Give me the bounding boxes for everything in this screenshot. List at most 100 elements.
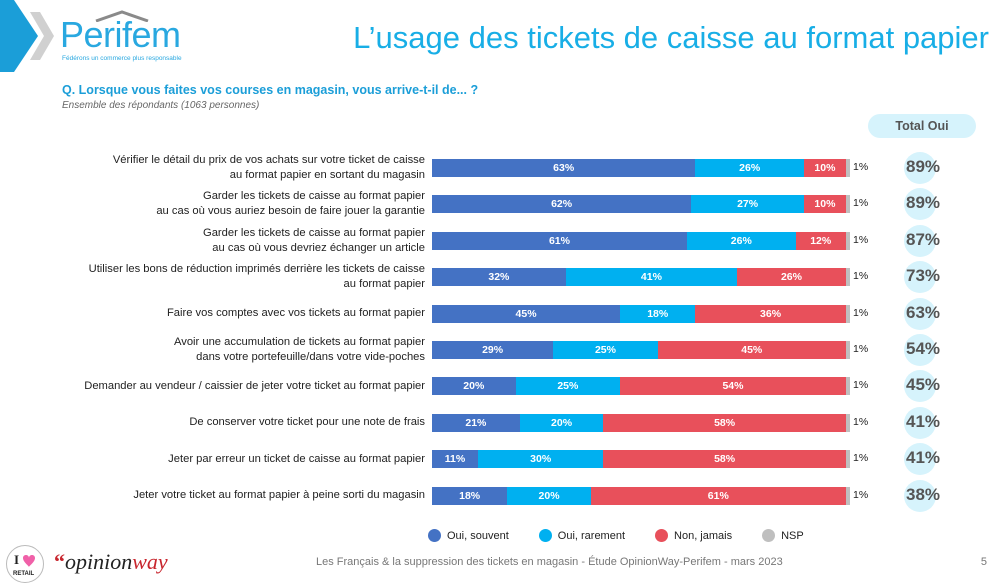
category-label-line: au format papier xyxy=(343,278,425,291)
total-oui-value: 41% xyxy=(906,411,941,431)
nsp-value-label: 1% xyxy=(853,306,869,319)
total-oui-value: 45% xyxy=(906,375,941,395)
bar-value-label: 25% xyxy=(594,344,616,356)
total-oui-value: 41% xyxy=(906,448,941,468)
bar-value-label: 10% xyxy=(814,162,836,174)
legend-item-oui-souvent: Oui, souvent xyxy=(428,529,509,542)
bar-value-label: 12% xyxy=(810,234,832,247)
category-label-line: Utiliser les bons de réduction imprimés … xyxy=(88,263,425,276)
legend-label: Non, jamais xyxy=(674,529,733,542)
legend-label: NSP xyxy=(781,529,804,542)
bar-value-label: 25% xyxy=(557,380,579,393)
bar-value-label: 45% xyxy=(741,344,763,356)
bar-segment-oui-rarement: 25% xyxy=(515,377,621,396)
legend-item-nsp: NSP xyxy=(762,529,804,542)
respondent-base: Ensemble des répondants (1063 personnes) xyxy=(62,100,260,111)
opinionway-text: opinion xyxy=(65,549,133,574)
bar-segment-oui-rarement: 20% xyxy=(519,413,604,432)
category-label-line: Jeter par erreur un ticket de caisse au … xyxy=(168,452,425,465)
nsp-value-label: 1% xyxy=(853,452,869,465)
bar-value-label: 20% xyxy=(463,380,485,393)
bar-value-label: 63% xyxy=(553,162,575,174)
page-number: 5 xyxy=(980,556,987,568)
bar-segment-oui-souvent: 32% xyxy=(432,268,566,287)
total-oui-value: 63% xyxy=(906,302,941,322)
legend-item-oui-rarement: Oui, rarement xyxy=(538,529,626,542)
bar-value-label: 20% xyxy=(538,489,560,502)
bar-segment-oui-souvent: 29% xyxy=(432,341,554,359)
bar-value-label: 29% xyxy=(482,344,504,356)
total-oui-circle xyxy=(904,406,936,439)
bar-value-label: 18% xyxy=(647,307,669,320)
bar-segment-oui-rarement: 30% xyxy=(477,450,604,469)
category-label-line: au cas où vous devriez échanger un artic… xyxy=(212,241,425,254)
survey-question: Q. Lorsque vous faites vos courses en ma… xyxy=(62,83,479,97)
bar-value-label: 45% xyxy=(515,307,537,320)
nsp-value-label: 1% xyxy=(853,488,869,501)
bar-value-label: 20% xyxy=(551,416,573,429)
bar-segment-non-jamais: 10% xyxy=(804,159,846,177)
bar-segment-non-jamais: 58% xyxy=(603,450,846,469)
bar-value-label: 54% xyxy=(722,380,744,393)
corner-chevron-decoration xyxy=(0,0,54,72)
total-oui-value: 87% xyxy=(906,229,941,249)
category-label-line: Vérifier le détail du prix de vos achats… xyxy=(112,154,425,166)
bar-value-label: 61% xyxy=(548,234,570,247)
category-label: Garder les tickets de caisse au format p… xyxy=(45,226,425,256)
footer-source: Les Français & la suppression des ticket… xyxy=(316,556,783,568)
total-oui-circle xyxy=(904,297,936,330)
bar-value-label: 18% xyxy=(459,489,481,502)
bar-segment-oui-souvent: 11% xyxy=(432,450,478,469)
total-oui-value: 73% xyxy=(906,266,941,286)
nsp-value-label: 1% xyxy=(853,343,869,355)
bar-segment-nsp xyxy=(845,159,850,177)
category-label-line: au format papier en sortant du magasin xyxy=(229,169,425,181)
category-label: Avoir une accumulation de tickets au for… xyxy=(45,335,425,365)
bar-value-label: 21% xyxy=(465,416,487,429)
bar-segment-nsp xyxy=(845,231,850,250)
bar-segment-non-jamais: 45% xyxy=(657,341,846,359)
legend-dot-nsp xyxy=(762,529,776,542)
nsp-value-label: 1% xyxy=(853,161,869,173)
bar-segment-oui-rarement: 18% xyxy=(620,304,696,323)
bar-segment-nsp xyxy=(845,450,850,469)
category-label: Jeter par erreur un ticket de caisse au … xyxy=(45,452,425,467)
total-oui-circle xyxy=(904,443,936,476)
bar-segment-oui-rarement: 25% xyxy=(553,341,658,359)
legend-dot-oui-rarement xyxy=(538,529,552,542)
category-label-line: Demander au vendeur / caissier de jeter … xyxy=(84,379,425,392)
category-label-line: De conserver votre ticket pour une note … xyxy=(189,416,425,429)
bar-segment-non-jamais: 58% xyxy=(603,413,846,432)
category-label: De conserver votre ticket pour une note … xyxy=(45,415,425,430)
bar-value-label: 62% xyxy=(551,198,573,211)
total-oui-circle xyxy=(904,224,936,257)
total-oui-circle xyxy=(904,479,936,512)
total-oui-circle xyxy=(904,188,936,221)
category-label: Demander au vendeur / caissier de jeter … xyxy=(45,379,425,394)
total-oui-value: 38% xyxy=(906,484,941,504)
category-label-line: Avoir une accumulation de tickets au for… xyxy=(173,336,425,348)
bar-segment-oui-rarement: 26% xyxy=(695,159,804,177)
bar-segment-oui-souvent: 45% xyxy=(432,304,621,323)
bar-segment-nsp xyxy=(845,486,850,505)
svg-text:I: I xyxy=(14,552,19,567)
category-label-line: Garder les tickets de caisse au format p… xyxy=(203,226,425,239)
nsp-value-label: 1% xyxy=(853,197,869,210)
bar-segment-non-jamais: 26% xyxy=(737,268,846,287)
total-oui-value: 54% xyxy=(906,339,941,358)
category-label-line: au cas où vous auriez besoin de faire jo… xyxy=(156,205,425,218)
bar-segment-oui-rarement: 20% xyxy=(507,486,591,505)
bar-segment-non-jamais: 36% xyxy=(695,304,846,323)
bar-segment-oui-souvent: 63% xyxy=(432,159,696,177)
legend-label: Oui, rarement xyxy=(557,529,626,542)
opinionway-logo: “opinionway xyxy=(54,549,168,574)
bar-value-label: 58% xyxy=(714,416,736,429)
bar-segment-non-jamais: 54% xyxy=(620,377,846,396)
legend-dot-non-jamais xyxy=(655,529,669,542)
category-label-line: Garder les tickets de caisse au format p… xyxy=(203,190,425,203)
total-oui-circle xyxy=(904,370,936,403)
bar-value-label: 41% xyxy=(640,271,662,284)
bar-value-label: 10% xyxy=(814,198,836,211)
legend-item-non-jamais: Non, jamais xyxy=(655,529,732,542)
nsp-value-label: 1% xyxy=(853,415,869,428)
